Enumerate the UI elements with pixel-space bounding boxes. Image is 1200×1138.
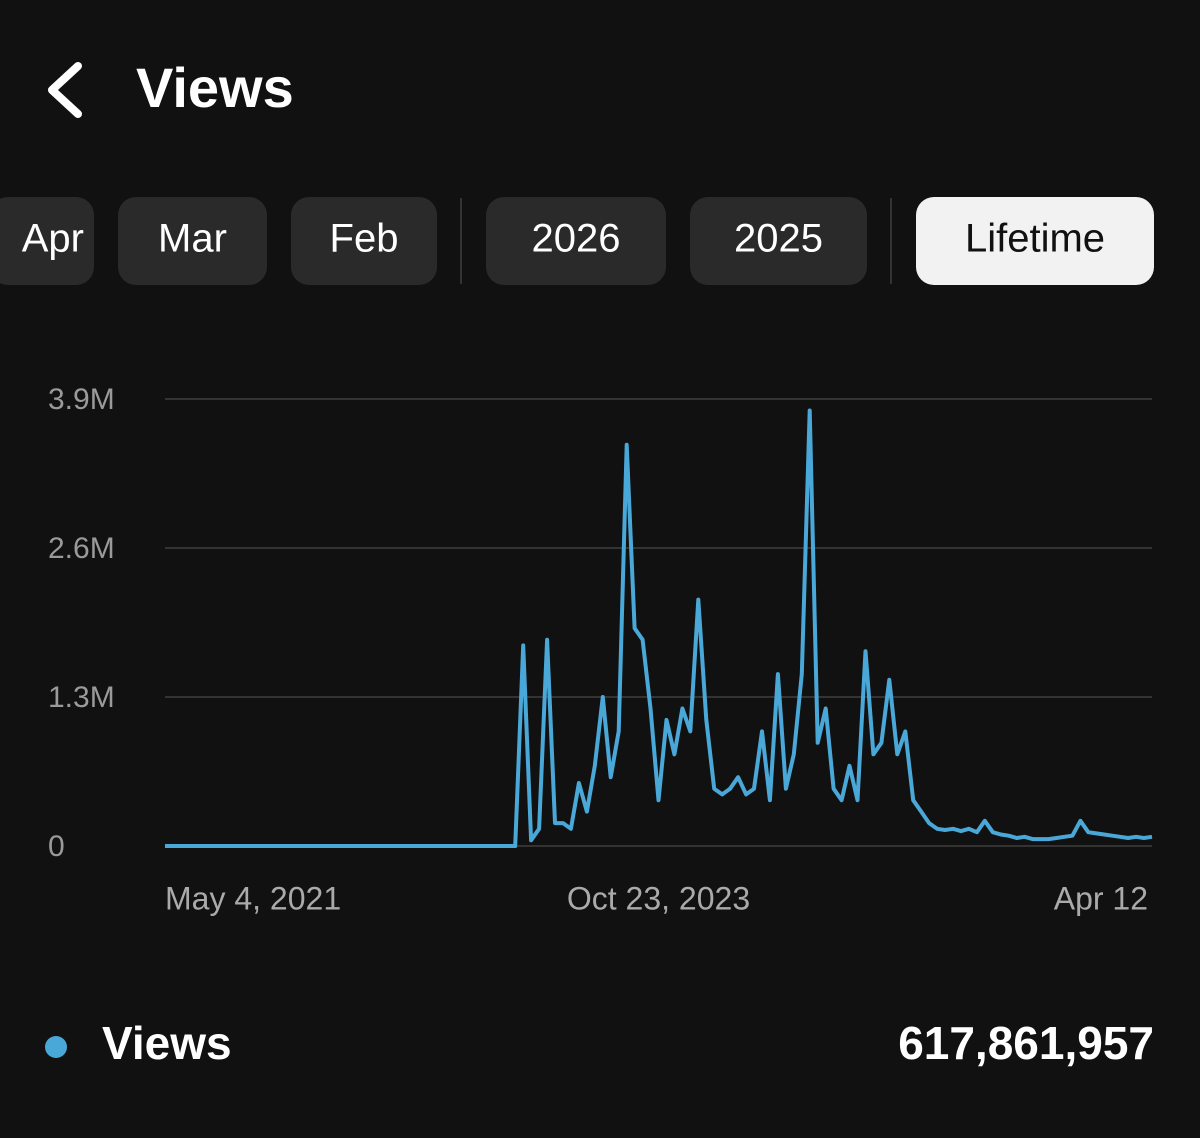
y-tick-label: 1.3M [48, 681, 115, 714]
tab[interactable] [690, 197, 867, 285]
tab-label: 2025 [734, 217, 823, 261]
data-line [165, 408, 1153, 848]
x-tick-label: May 4, 2021 [165, 880, 341, 916]
y-tick-label: 3.9M [48, 383, 115, 416]
legend-dot [45, 1036, 67, 1058]
legend-label: Views [102, 1017, 232, 1069]
tab-label: Feb [330, 217, 399, 261]
total-value: 617,861,957 [898, 1017, 1154, 1069]
tab[interactable] [291, 197, 437, 285]
page-title: Views [136, 56, 294, 119]
tab[interactable] [118, 197, 267, 285]
back-button[interactable] [48, 62, 82, 118]
tab-label: 2026 [532, 217, 621, 261]
tab-label: Mar [158, 217, 227, 261]
tab-label: Apr [22, 217, 84, 261]
y-tick-label: 0 [48, 830, 65, 863]
x-tick-label: Oct 23, 2023 [567, 880, 750, 916]
tab[interactable] [0, 197, 94, 285]
x-tick-label: Apr 12 [1054, 880, 1148, 916]
y-tick-label: 2.6M [48, 532, 115, 565]
tab[interactable] [916, 197, 1154, 285]
tab[interactable] [486, 197, 666, 285]
tab-label: Lifetime [965, 217, 1105, 261]
